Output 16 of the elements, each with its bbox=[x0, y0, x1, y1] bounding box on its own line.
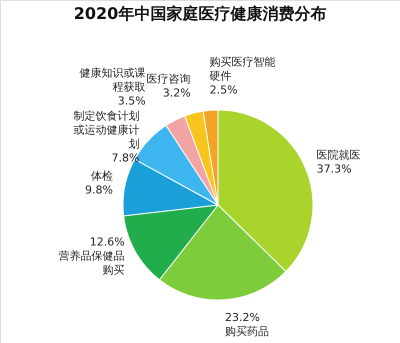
slice-label: 营养品保健品购买 bbox=[58, 249, 125, 276]
slice-label: 体检 bbox=[90, 169, 113, 182]
slice-label: 购买药品 bbox=[225, 324, 270, 338]
data-label: 37.3% bbox=[316, 162, 352, 176]
slice-label: 医疗咨询 bbox=[146, 72, 191, 86]
data-label: 2.5% bbox=[210, 83, 238, 96]
data-label: 23.2% bbox=[225, 310, 260, 324]
data-label: 9.8% bbox=[85, 183, 113, 196]
chart-title: 2020年中国家庭医疗健康消费分布 bbox=[74, 4, 326, 23]
data-label: 3.2% bbox=[162, 86, 191, 100]
slice-label: 医院就医 bbox=[316, 148, 361, 162]
slice-label: 购买医疗智能硬件 bbox=[210, 55, 276, 82]
slice-label: 制定饮食计划或运动健康计划 bbox=[73, 109, 140, 150]
data-label: 12.6% bbox=[90, 235, 125, 248]
data-label: 3.5% bbox=[118, 94, 146, 108]
slice-label: 健康知识或课程获取 bbox=[80, 66, 146, 94]
